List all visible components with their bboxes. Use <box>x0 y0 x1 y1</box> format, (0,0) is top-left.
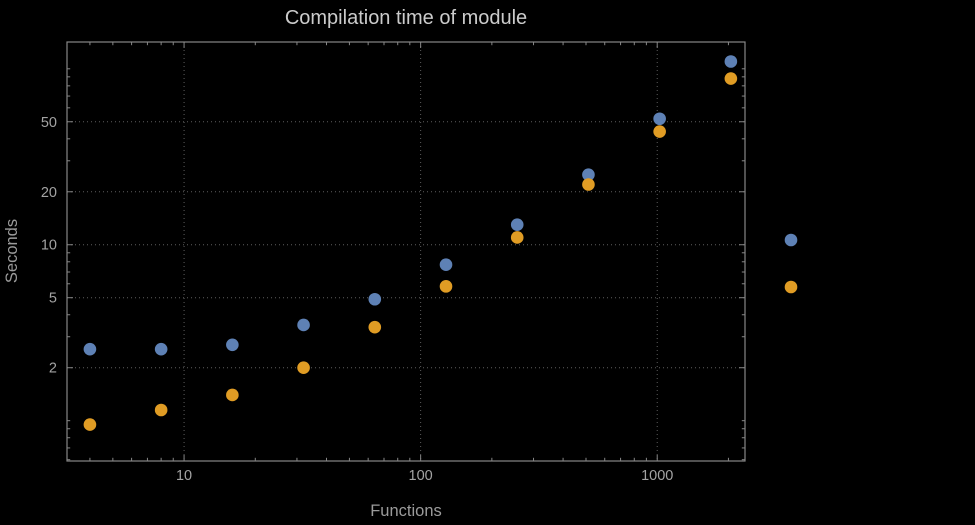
x-axis-label: Functions <box>370 502 442 520</box>
data-point-series-1 <box>439 258 453 272</box>
data-point-series-2 <box>724 72 738 85</box>
y-axis-label: Seconds <box>3 219 21 283</box>
y-tick-label: 20 <box>41 185 57 201</box>
data-point-series-2 <box>226 388 239 402</box>
data-point-series-1 <box>368 292 382 306</box>
x-tick-label: 10 <box>176 468 192 484</box>
data-point-series-1 <box>510 218 524 231</box>
x-tick-label: 1000 <box>641 468 673 484</box>
data-point-series-2 <box>510 231 524 244</box>
data-point-series-1 <box>724 55 738 68</box>
data-point-series-2 <box>297 361 310 375</box>
axis-ticks <box>67 42 745 461</box>
legend <box>784 233 798 294</box>
y-tick-label: 2 <box>49 361 57 377</box>
data-point-series-2 <box>439 280 453 293</box>
data-point-series-2 <box>582 178 595 191</box>
tick-labels: 10 100 1000 2 5 10 20 50 <box>41 115 673 484</box>
data-point-series-2 <box>83 418 97 431</box>
y-tick-label: 50 <box>41 115 57 131</box>
x-tick-label: 100 <box>409 468 433 484</box>
data-point-series-2 <box>368 320 382 334</box>
plot-frame <box>66 41 746 462</box>
chart-title: Compilation time of module <box>285 7 527 29</box>
data-point-series-1 <box>226 338 239 352</box>
frame-border <box>66 41 746 462</box>
data-point-series-1 <box>297 318 310 332</box>
data-point-series-2 <box>653 125 666 138</box>
gridlines <box>67 42 745 461</box>
data-point-series-1 <box>582 168 595 182</box>
data-point-series-1 <box>154 342 168 356</box>
y-tick-label: 10 <box>41 238 57 254</box>
legend-marker-series-1 <box>784 233 798 247</box>
data-point-series-2 <box>154 403 168 417</box>
data-point-series-1 <box>653 112 666 126</box>
legend-marker-series-2 <box>784 280 798 294</box>
y-tick-label: 5 <box>49 291 57 307</box>
data-points <box>83 55 738 431</box>
data-point-series-1 <box>83 342 97 356</box>
